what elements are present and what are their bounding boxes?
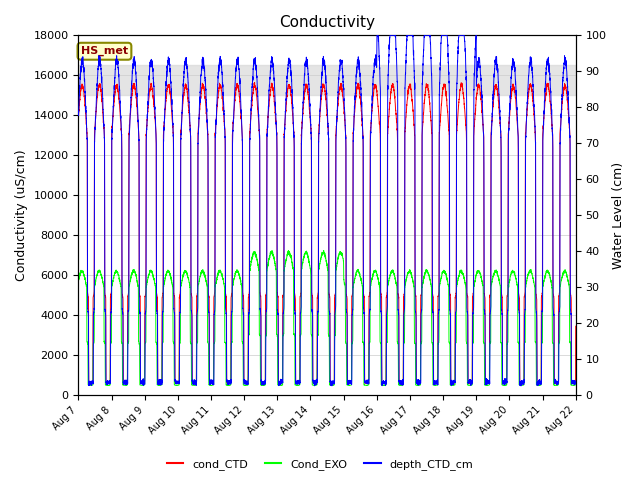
- Y-axis label: Conductivity (uS/cm): Conductivity (uS/cm): [15, 149, 28, 281]
- Title: Conductivity: Conductivity: [279, 15, 375, 30]
- Text: HS_met: HS_met: [81, 46, 128, 56]
- Legend: cond_CTD, Cond_EXO, depth_CTD_cm: cond_CTD, Cond_EXO, depth_CTD_cm: [163, 455, 477, 474]
- Bar: [79, 65, 576, 95]
- Y-axis label: Water Level (cm): Water Level (cm): [612, 162, 625, 269]
